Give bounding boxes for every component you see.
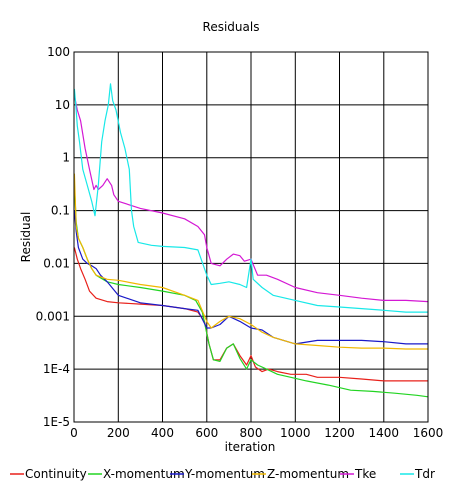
y-tick-label: 10 [55, 98, 70, 112]
legend-label-y-momentum: Y-momentum [184, 467, 265, 481]
series-layer [73, 83, 429, 398]
legend-label-x-momentum: X-momentum [103, 467, 185, 481]
series-line-z-momentum [73, 173, 428, 350]
x-tick-label: 1200 [324, 426, 355, 440]
x-tick-label: 0 [70, 426, 78, 440]
y-tick-label: 1E-5 [43, 415, 70, 429]
y-tick-label: 1 [62, 151, 70, 165]
y-tick-label: 0.01 [43, 256, 70, 270]
x-tick-labels: 0 200 400 600 800 1000 1200 1400 1600 [70, 426, 443, 440]
legend-label-continuity: Continuity [25, 467, 87, 481]
y-tick-label: 0.1 [51, 204, 70, 218]
legend: Continuity X-momentum Y-momentum Z-momentum… [10, 467, 435, 481]
chart-title: Residuals [203, 20, 260, 34]
x-axis-label: iteration [225, 440, 276, 454]
plot-frame [73, 51, 429, 423]
y-tick-label: 0.001 [36, 309, 70, 323]
y-tick-labels: 1E-5 1E-4 0.001 0.01 0.1 1 10 100 [36, 45, 70, 429]
x-tick-label: 600 [195, 426, 218, 440]
legend-label-tke: Tke [354, 467, 376, 481]
x-tick-label: 800 [240, 426, 263, 440]
y-tick-label: 100 [47, 45, 70, 59]
legend-label-tdr: Tdr [414, 467, 435, 481]
x-tick-label: 400 [151, 426, 174, 440]
legend-label-z-momentum: Z-momentum [267, 467, 349, 481]
y-tick-label: 1E-4 [43, 362, 70, 376]
x-tick-label: 1600 [413, 426, 444, 440]
series-line-tke [73, 95, 429, 303]
x-tick-label: 1000 [280, 426, 311, 440]
series-line-tdr [73, 83, 428, 313]
y-axis-label: Residual [19, 212, 33, 263]
x-tick-label: 200 [107, 426, 130, 440]
x-tick-label: 1400 [369, 426, 400, 440]
